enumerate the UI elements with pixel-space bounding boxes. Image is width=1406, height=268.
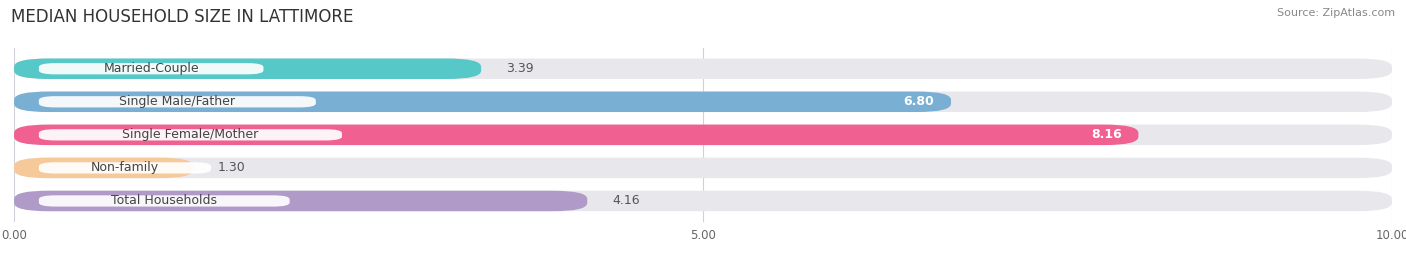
Text: 4.16: 4.16: [612, 195, 640, 207]
FancyBboxPatch shape: [14, 58, 1392, 79]
FancyBboxPatch shape: [14, 191, 1392, 211]
Text: Source: ZipAtlas.com: Source: ZipAtlas.com: [1277, 8, 1395, 18]
Text: 6.80: 6.80: [904, 95, 935, 108]
Text: Non-family: Non-family: [91, 161, 159, 174]
FancyBboxPatch shape: [14, 125, 1139, 145]
FancyBboxPatch shape: [39, 129, 342, 140]
Text: 8.16: 8.16: [1091, 128, 1122, 141]
FancyBboxPatch shape: [14, 158, 193, 178]
FancyBboxPatch shape: [14, 191, 588, 211]
FancyBboxPatch shape: [39, 96, 316, 107]
Text: MEDIAN HOUSEHOLD SIZE IN LATTIMORE: MEDIAN HOUSEHOLD SIZE IN LATTIMORE: [11, 8, 354, 26]
FancyBboxPatch shape: [14, 125, 1392, 145]
FancyBboxPatch shape: [39, 63, 263, 74]
Text: 1.30: 1.30: [218, 161, 246, 174]
Text: Single Female/Mother: Single Female/Mother: [122, 128, 259, 141]
FancyBboxPatch shape: [14, 92, 950, 112]
FancyBboxPatch shape: [39, 195, 290, 207]
FancyBboxPatch shape: [14, 92, 1392, 112]
FancyBboxPatch shape: [14, 158, 1392, 178]
Text: Single Male/Father: Single Male/Father: [120, 95, 235, 108]
Text: Married-Couple: Married-Couple: [104, 62, 200, 75]
FancyBboxPatch shape: [14, 58, 481, 79]
FancyBboxPatch shape: [39, 162, 211, 173]
Text: Total Households: Total Households: [111, 195, 218, 207]
Text: 3.39: 3.39: [506, 62, 534, 75]
